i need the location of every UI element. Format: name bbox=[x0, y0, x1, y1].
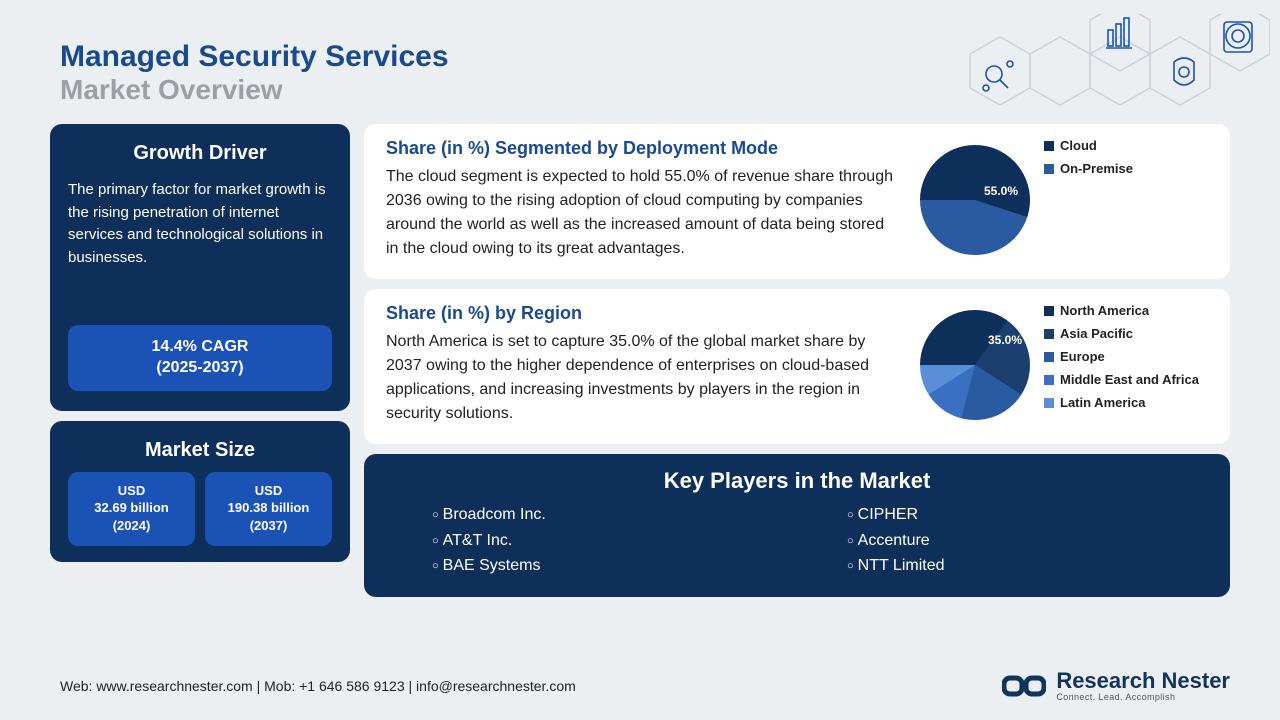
deployment-legend: Cloud On-Premise bbox=[1040, 138, 1210, 261]
key-players-title: Key Players in the Market bbox=[392, 468, 1202, 494]
key-player-item: NTT Limited bbox=[847, 553, 1202, 579]
deployment-title: Share (in %) Segmented by Deployment Mod… bbox=[386, 138, 900, 159]
key-player-item: AT&T Inc. bbox=[432, 528, 787, 554]
brand-tagline: Connect. Lead. Accomplish bbox=[1056, 692, 1230, 702]
region-body: North America is set to capture 35.0% of… bbox=[386, 330, 900, 426]
market-size-2024: USD 32.69 billion (2024) bbox=[68, 472, 195, 547]
cagr-badge: 14.4% CAGR (2025-2037) bbox=[68, 325, 332, 391]
key-player-item: Accenture bbox=[847, 528, 1202, 554]
region-title: Share (in %) by Region bbox=[386, 303, 900, 324]
deployment-pie-label: 55.0% bbox=[984, 184, 1018, 198]
region-pie-label: 35.0% bbox=[988, 333, 1022, 347]
cagr-period: (2025-2037) bbox=[76, 358, 324, 379]
legend-item: On-Premise bbox=[1044, 161, 1210, 176]
legend-item: Latin America bbox=[1044, 395, 1210, 410]
market-size-title: Market Size bbox=[68, 439, 332, 462]
key-players-col2: CIPHERAccentureNTT Limited bbox=[787, 502, 1202, 579]
growth-driver-title: Growth Driver bbox=[68, 142, 332, 165]
brand-icon bbox=[1002, 670, 1046, 702]
key-players-col1: Broadcom Inc.AT&T Inc.BAE Systems bbox=[392, 502, 787, 579]
legend-item: Middle East and Africa bbox=[1044, 372, 1210, 387]
growth-driver-card: Growth Driver The primary factor for mar… bbox=[50, 124, 350, 411]
deployment-body: The cloud segment is expected to hold 55… bbox=[386, 165, 900, 261]
market-size-card: Market Size USD 32.69 billion (2024) USD… bbox=[50, 421, 350, 563]
legend-item: Cloud bbox=[1044, 138, 1210, 153]
key-player-item: BAE Systems bbox=[432, 553, 787, 579]
region-pie-chart: 35.0% bbox=[910, 303, 1040, 426]
footer-contact: Web: www.researchnester.com | Mob: +1 64… bbox=[60, 677, 576, 695]
market-size-2037: USD 190.38 billion (2037) bbox=[205, 472, 332, 547]
region-legend: North America Asia Pacific Europe Middle Ea… bbox=[1040, 303, 1210, 426]
legend-item: Europe bbox=[1044, 349, 1210, 364]
deployment-pie-chart: 55.0% bbox=[910, 138, 1040, 261]
deployment-card: Share (in %) Segmented by Deployment Mod… bbox=[364, 124, 1230, 279]
region-card: Share (in %) by Region North America is … bbox=[364, 289, 1230, 444]
brand-logo: Research Nester Connect. Lead. Accomplis… bbox=[1002, 670, 1230, 702]
key-player-item: CIPHER bbox=[847, 502, 1202, 528]
cagr-value: 14.4% CAGR bbox=[76, 337, 324, 358]
key-player-item: Broadcom Inc. bbox=[432, 502, 787, 528]
growth-driver-body: The primary factor for market growth is … bbox=[68, 179, 332, 269]
key-players-card: Key Players in the Market Broadcom Inc.A… bbox=[364, 454, 1230, 597]
legend-item: Asia Pacific bbox=[1044, 326, 1210, 341]
legend-item: North America bbox=[1044, 303, 1210, 318]
